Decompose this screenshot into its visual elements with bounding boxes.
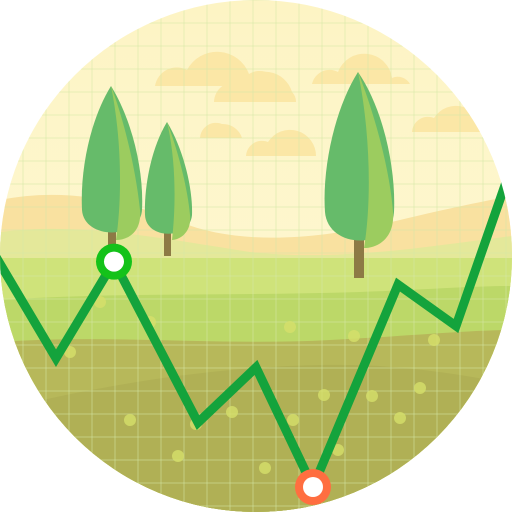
ground-dot bbox=[348, 330, 360, 342]
peak-marker-center bbox=[104, 251, 124, 272]
ground-dots bbox=[64, 296, 440, 474]
trend-line-icon bbox=[0, 163, 512, 499]
ground-dot bbox=[318, 389, 330, 401]
ground-dot bbox=[428, 334, 440, 346]
peak-marker bbox=[96, 243, 132, 280]
tree-icon bbox=[144, 122, 193, 256]
ground-dot bbox=[226, 406, 238, 418]
ground-dot bbox=[259, 462, 271, 474]
ground-dot bbox=[284, 321, 296, 333]
ground-dot bbox=[332, 444, 344, 456]
tree-icon bbox=[81, 86, 143, 252]
tree-icon bbox=[324, 72, 395, 278]
ground-dot bbox=[172, 450, 184, 462]
ground-dot bbox=[366, 390, 378, 402]
ground-dot bbox=[124, 414, 136, 426]
ground bbox=[0, 364, 512, 512]
low-marker-center bbox=[303, 477, 323, 497]
ground-dot bbox=[394, 412, 406, 424]
low-marker bbox=[295, 469, 331, 505]
trend-markers bbox=[96, 243, 331, 505]
ground-dot bbox=[64, 346, 76, 358]
ground-dot bbox=[414, 382, 426, 394]
ground-dot bbox=[94, 296, 106, 308]
ground-dot bbox=[287, 414, 299, 426]
